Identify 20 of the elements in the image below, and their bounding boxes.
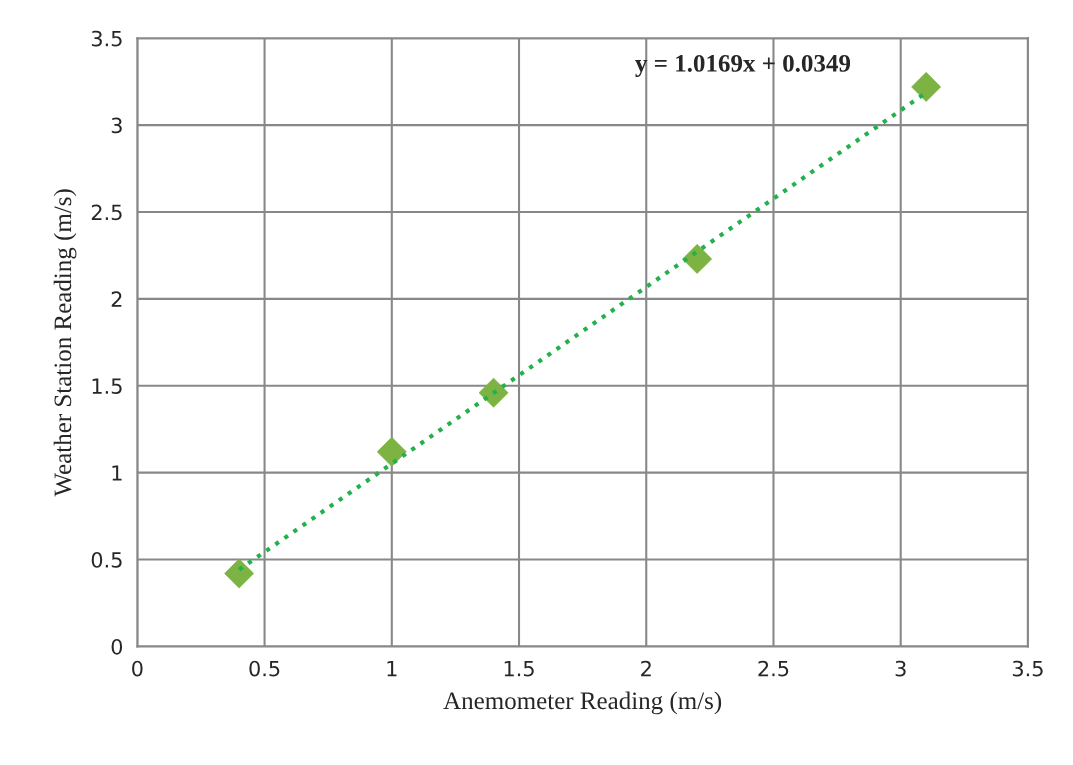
x-tick-label: 1 [387, 660, 397, 677]
y-tick-label: 2.5 [91, 204, 122, 221]
x-tick-label: 3.5 [1012, 660, 1043, 677]
x-tick-label: 3 [895, 660, 906, 677]
x-tick-label: 1.5 [504, 660, 534, 677]
y-tick-label: 3 [111, 117, 122, 134]
x-tick-label: 2.5 [758, 660, 789, 677]
y-tick-label: 1.5 [92, 378, 122, 394]
annotation: y = 1.0169x + 0.0349 [635, 54, 851, 77]
y-tick-label: 0.5 [91, 552, 122, 568]
y-tick-label: 0 [111, 638, 123, 655]
y-axis-title: Weather Station Reading (m/s) [53, 189, 77, 497]
y-tick-label: 2 [111, 291, 122, 307]
x-tick-label: 0 [132, 660, 143, 677]
x-tick-label: 2 [641, 660, 651, 677]
x-tick-label: 0.5 [249, 660, 280, 677]
y-tick-label: 3.5 [91, 30, 122, 47]
x-axis-title: Anemometer Reading (m/s) [443, 691, 722, 715]
y-tick-label: 1 [112, 465, 122, 481]
point [911, 71, 942, 102]
